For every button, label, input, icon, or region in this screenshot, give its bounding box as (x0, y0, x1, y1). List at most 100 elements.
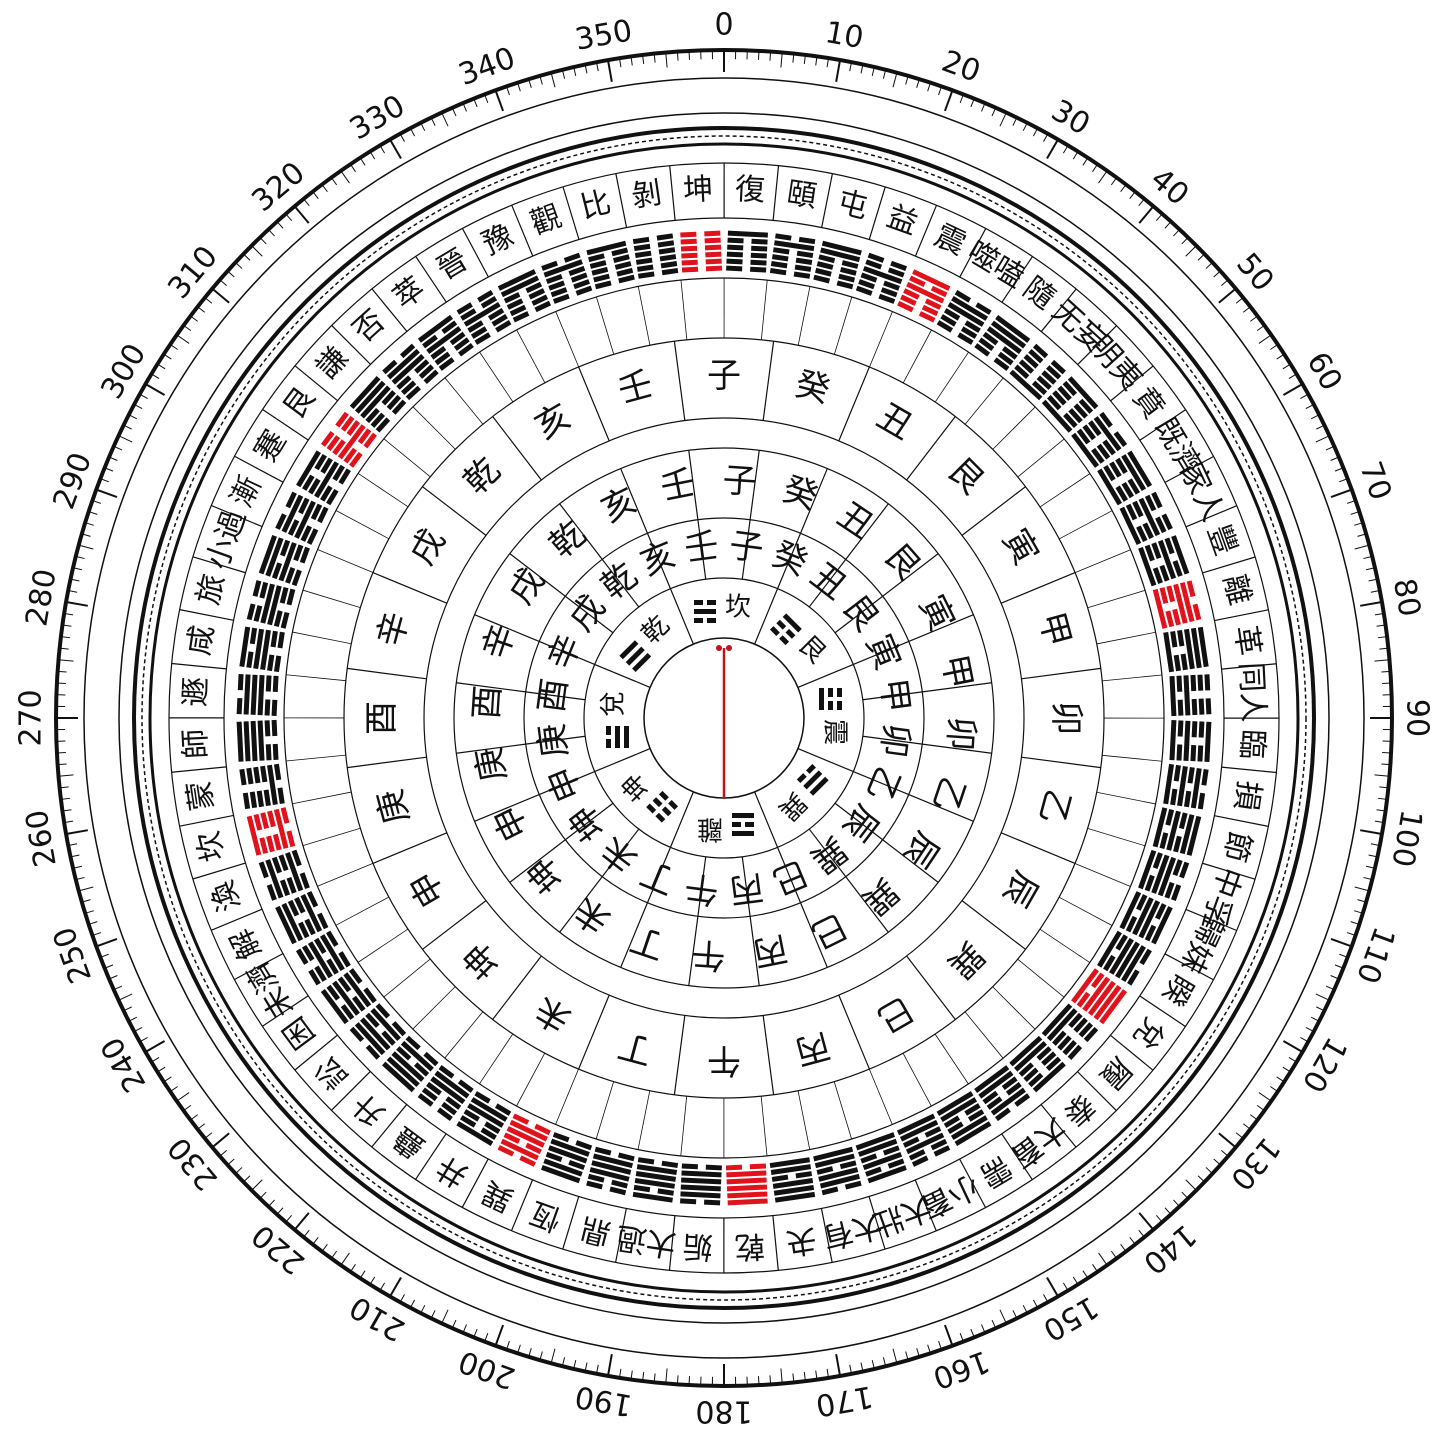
divider (294, 365, 338, 402)
yao (1127, 969, 1140, 986)
yao (1102, 439, 1116, 456)
divider (528, 79, 532, 88)
yao (1151, 491, 1163, 509)
yao (586, 1180, 603, 1190)
divider (1062, 145, 1069, 154)
divider (1185, 505, 1238, 528)
divider (615, 173, 628, 228)
divider (516, 1052, 546, 1107)
divider (981, 1324, 986, 1334)
divider (1155, 213, 1163, 221)
yao (497, 1145, 515, 1157)
hexagram-symbol (1071, 411, 1128, 468)
divider (833, 1081, 853, 1140)
divider (999, 1309, 1007, 1324)
hexagram-symbol (349, 1003, 407, 1060)
yao (573, 279, 590, 290)
yao (438, 357, 455, 371)
divider (927, 82, 931, 92)
yao (438, 1065, 455, 1079)
divider (73, 567, 83, 571)
hexagram-symbol (897, 269, 951, 323)
divider (862, 691, 923, 701)
yao (337, 424, 366, 460)
yao (795, 257, 813, 265)
yao (258, 861, 269, 879)
divider (1305, 1026, 1315, 1033)
hexagram-symbol (1009, 343, 1066, 401)
yao (1157, 539, 1177, 580)
yao (997, 351, 1014, 366)
divider (64, 613, 74, 616)
trigram-symbol (819, 688, 842, 710)
divider (1098, 1252, 1108, 1266)
divider (777, 847, 802, 904)
yao (782, 613, 802, 633)
divider (538, 771, 595, 796)
divider (653, 53, 656, 63)
hexagram-symbol (1152, 580, 1202, 629)
divider (868, 1068, 893, 1125)
divider (1288, 373, 1297, 380)
divider (1185, 1179, 1197, 1191)
yao (463, 301, 501, 327)
yao (250, 674, 258, 715)
yao (1179, 814, 1195, 855)
yao (1176, 675, 1183, 692)
yao (1045, 1056, 1062, 1072)
divider (908, 793, 974, 822)
divider (1017, 958, 1065, 998)
divider (312, 191, 319, 200)
degree-label: 90 (1400, 699, 1435, 737)
divider (1256, 324, 1265, 332)
divider (1039, 928, 1091, 963)
divider (128, 414, 138, 420)
divider (118, 435, 133, 443)
yao (314, 453, 327, 471)
yao (819, 688, 824, 710)
divider (1249, 1114, 1258, 1121)
yao (363, 432, 377, 449)
divider (564, 595, 614, 634)
divider (538, 640, 595, 665)
yao (615, 726, 620, 748)
yao (1041, 1003, 1073, 1037)
yao (1050, 359, 1066, 375)
yao (239, 626, 251, 667)
yao (658, 247, 676, 255)
divider (1276, 353, 1285, 360)
divider (1370, 590, 1380, 593)
yao (391, 354, 425, 385)
divider (317, 549, 374, 573)
yao (793, 271, 811, 279)
divider (550, 72, 556, 88)
yao (575, 1140, 593, 1151)
mountain: 壬 (657, 463, 698, 509)
yao (267, 585, 282, 626)
divider (834, 595, 884, 634)
divider (749, 450, 760, 520)
divider (1062, 1282, 1069, 1291)
divider (1221, 279, 1229, 287)
yao (1068, 1012, 1083, 1029)
divider (1330, 938, 1353, 948)
yao (732, 822, 741, 827)
divider (780, 1368, 783, 1384)
yao (751, 238, 768, 245)
divider (959, 1333, 964, 1342)
yao (1173, 583, 1188, 624)
divider (1235, 297, 1244, 304)
yao (726, 251, 743, 258)
divider (853, 771, 910, 796)
yao (417, 1093, 434, 1107)
divider (399, 1294, 405, 1303)
yao (930, 285, 948, 298)
divider (359, 1270, 366, 1279)
yao (668, 800, 679, 810)
divider (1138, 1229, 1145, 1238)
divider (1096, 631, 1156, 645)
yao (386, 348, 420, 380)
yao (552, 1132, 570, 1143)
yao (1172, 859, 1183, 877)
yao (422, 334, 438, 349)
